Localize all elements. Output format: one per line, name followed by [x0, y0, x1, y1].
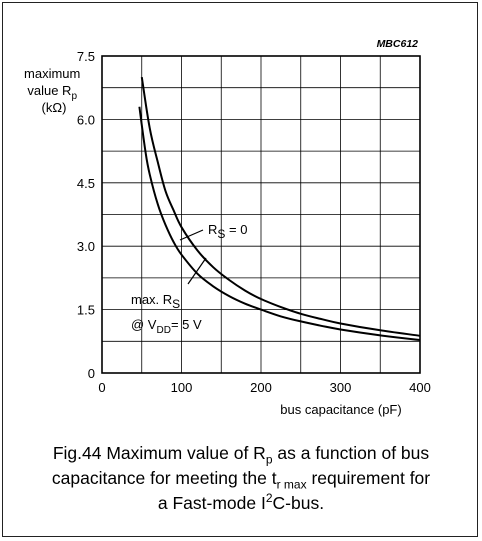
x-axis-label: bus capacitance (pF) — [280, 402, 401, 417]
x-tick-label: 0 — [98, 380, 105, 395]
rs0-leader-line — [179, 229, 204, 241]
series-curve-rs0 — [140, 76, 421, 337]
y-tick-label: 4.5 — [77, 176, 95, 191]
figure-caption-line3: a Fast-mode I2C-bus. — [157, 491, 325, 513]
series-curves — [138, 76, 421, 341]
y-tick-label: 3.0 — [77, 239, 95, 254]
rs-max-annotation: max. RS @ VDD= 5 V — [131, 292, 202, 336]
y-axis-label-line2: value R — [27, 83, 71, 98]
y-tick-label: 6.0 — [77, 112, 95, 127]
y-tick-label: 0 — [88, 366, 95, 381]
x-tick-label: 200 — [250, 380, 272, 395]
figure-frame — [2, 2, 478, 537]
chart: 0 100 200 300 400 0 1.5 3.0 4.5 6.0 7.5 MBC612 max… — [24, 38, 431, 417]
figure-caption-line2: capacitance for meeting the tr max requi… — [51, 468, 431, 492]
x-tick-label: 300 — [330, 380, 352, 395]
figure-code-label: MBC612 — [377, 38, 419, 50]
y-axis-label-unit: (kΩ) — [42, 100, 67, 115]
y-axis-label-line1: maximum — [24, 66, 80, 81]
y-axis-label-sub: p — [71, 91, 77, 102]
y-tick-label: 7.5 — [77, 49, 95, 64]
plot-frame — [101, 55, 421, 374]
y-axis-label: maximum value Rp (kΩ) — [24, 66, 84, 115]
x-tick-label: 400 — [409, 380, 431, 395]
series-curve-rs_max — [138, 106, 421, 341]
y-tick-label: 1.5 — [77, 303, 95, 318]
tick-labels: 0 100 200 300 400 0 1.5 3.0 4.5 6.0 7.5 — [77, 49, 431, 395]
rs0-annotation: RS = 0 — [208, 222, 247, 241]
rs-max-leader-line — [187, 257, 207, 285]
x-tick-label: 100 — [171, 380, 193, 395]
figure-caption-line1: Fig.44 Maximum value of Rp as a function… — [52, 443, 430, 467]
